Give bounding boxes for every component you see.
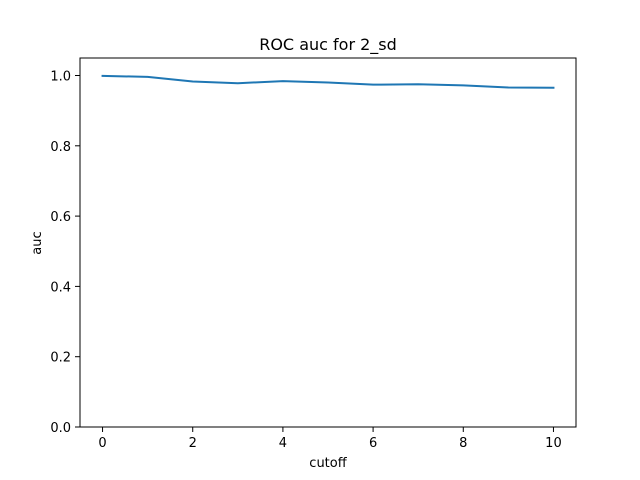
chart-title: ROC auc for 2_sd: [259, 35, 397, 55]
x-tick-label: 2: [189, 436, 197, 451]
axes-frame: [79, 57, 577, 428]
plot-area: 0 2 4 6 8 10 0.0 0.2 0.4 0.6 0.8 1.0: [50, 57, 577, 451]
y-tick-label: 0.6: [50, 210, 71, 225]
x-tick-label: 4: [279, 436, 287, 451]
y-tick-label: 1.0: [50, 70, 71, 85]
y-axis-label: auc: [30, 231, 45, 254]
x-tick-label: 6: [369, 436, 377, 451]
x-tick-label: 8: [459, 436, 467, 451]
y-tick-label: 0.4: [50, 280, 71, 295]
y-tick-label: 0.0: [50, 421, 71, 436]
series-line-0: [101, 74, 555, 89]
x-tick-label: 10: [545, 436, 562, 451]
x-axis-label: cutoff: [309, 456, 347, 471]
x-tick-label: 0: [98, 436, 106, 451]
y-tick-label: 0.8: [50, 140, 71, 155]
y-tick-label: 0.2: [50, 351, 71, 366]
